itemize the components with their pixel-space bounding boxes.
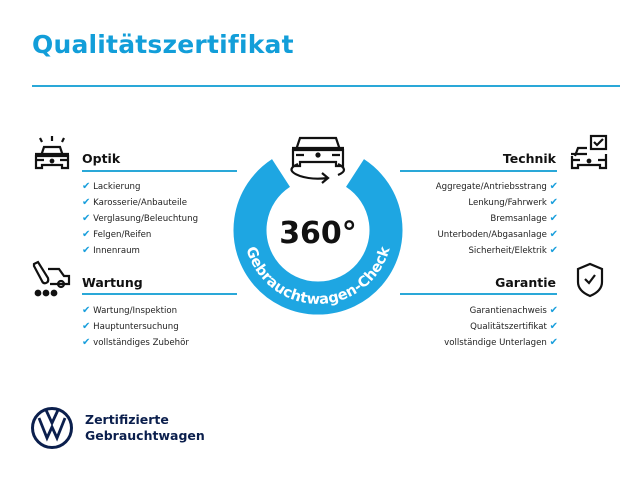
- car-lights-icon: [34, 136, 70, 170]
- section-title-technik: Technik: [502, 151, 556, 166]
- badge-ring: [233, 159, 403, 315]
- list-item: ✔ Innenraum: [82, 245, 140, 256]
- wartung-list: ✔ Wartung/Inspektion ✔ Hauptuntersuchung…: [82, 303, 189, 351]
- section-divider-optik: [82, 170, 237, 172]
- check-icon: ✔: [549, 229, 558, 240]
- section-divider-wartung: [82, 293, 237, 295]
- badge-value: 360°: [279, 216, 357, 251]
- check-icon: ✔: [82, 321, 91, 332]
- brand-line-2: Gebrauchtwagen: [85, 428, 205, 443]
- list-item: Lenkung/Fahrwerk ✔: [468, 197, 558, 208]
- shield-check-icon: [576, 262, 604, 298]
- check-icon: ✔: [82, 245, 91, 256]
- page-title: Qualitätszertifikat: [32, 30, 294, 59]
- service-car-icon: [32, 260, 71, 297]
- check-icon: ✔: [82, 337, 91, 348]
- check-icon: ✔: [82, 213, 91, 224]
- list-item: Sicherheit/Elektrik ✔: [468, 245, 558, 256]
- check-icon: ✔: [549, 213, 558, 224]
- brand-label: Zertifizierte Gebrauchtwagen: [85, 412, 205, 444]
- list-item: ✔ Karosserie/Anbauteile: [82, 197, 188, 208]
- check-icon: ✔: [549, 321, 558, 332]
- list-item: ✔ Lackierung: [82, 181, 141, 192]
- check-icon: ✔: [82, 197, 91, 208]
- title-divider: [32, 85, 620, 87]
- car-rotate-icon: [290, 136, 346, 184]
- section-divider-technik: [400, 170, 557, 172]
- list-item: vollständige Unterlagen ✔: [444, 337, 558, 348]
- section-title-garantie: Garantie: [495, 275, 556, 290]
- list-item: Bremsanlage ✔: [490, 213, 558, 224]
- list-item: ✔ Hauptuntersuchung: [82, 321, 179, 332]
- check-icon: ✔: [549, 305, 558, 316]
- list-item: Aggregate/Antriebsstrang ✔: [435, 181, 558, 192]
- list-item: ✔ Wartung/Inspektion: [82, 305, 178, 316]
- car-checkbox-icon: [570, 134, 608, 170]
- vw-logo: [31, 407, 73, 449]
- check-icon: ✔: [82, 229, 91, 240]
- check-icon: ✔: [82, 305, 91, 316]
- technik-list: Aggregate/Antriebsstrang ✔ Lenkung/Fahrw…: [436, 179, 558, 259]
- section-title-wartung: Wartung: [82, 275, 143, 290]
- list-item: ✔ Felgen/Reifen: [82, 229, 152, 240]
- list-item: ✔ vollständiges Zubehör: [82, 337, 189, 348]
- section-title-optik: Optik: [82, 151, 121, 166]
- list-item: ✔ Verglasung/Beleuchtung: [82, 213, 199, 224]
- brand-line-1: Zertifizierte: [85, 412, 169, 427]
- check-icon: ✔: [549, 245, 558, 256]
- list-item: Garantienachweis ✔: [469, 305, 558, 316]
- garantie-list: Garantienachweis ✔ Qualitätszertifikat ✔…: [444, 303, 558, 351]
- check-icon: ✔: [82, 181, 91, 192]
- list-item: Qualitätszertifikat ✔: [470, 321, 558, 332]
- check-icon: ✔: [549, 197, 558, 208]
- section-divider-garantie: [400, 293, 557, 295]
- check-icon: ✔: [549, 337, 558, 348]
- check-icon: ✔: [549, 181, 558, 192]
- list-item: Unterboden/Abgasanlage ✔: [437, 229, 559, 240]
- optik-list: ✔ Lackierung ✔ Karosserie/Anbauteile ✔ V…: [82, 179, 198, 259]
